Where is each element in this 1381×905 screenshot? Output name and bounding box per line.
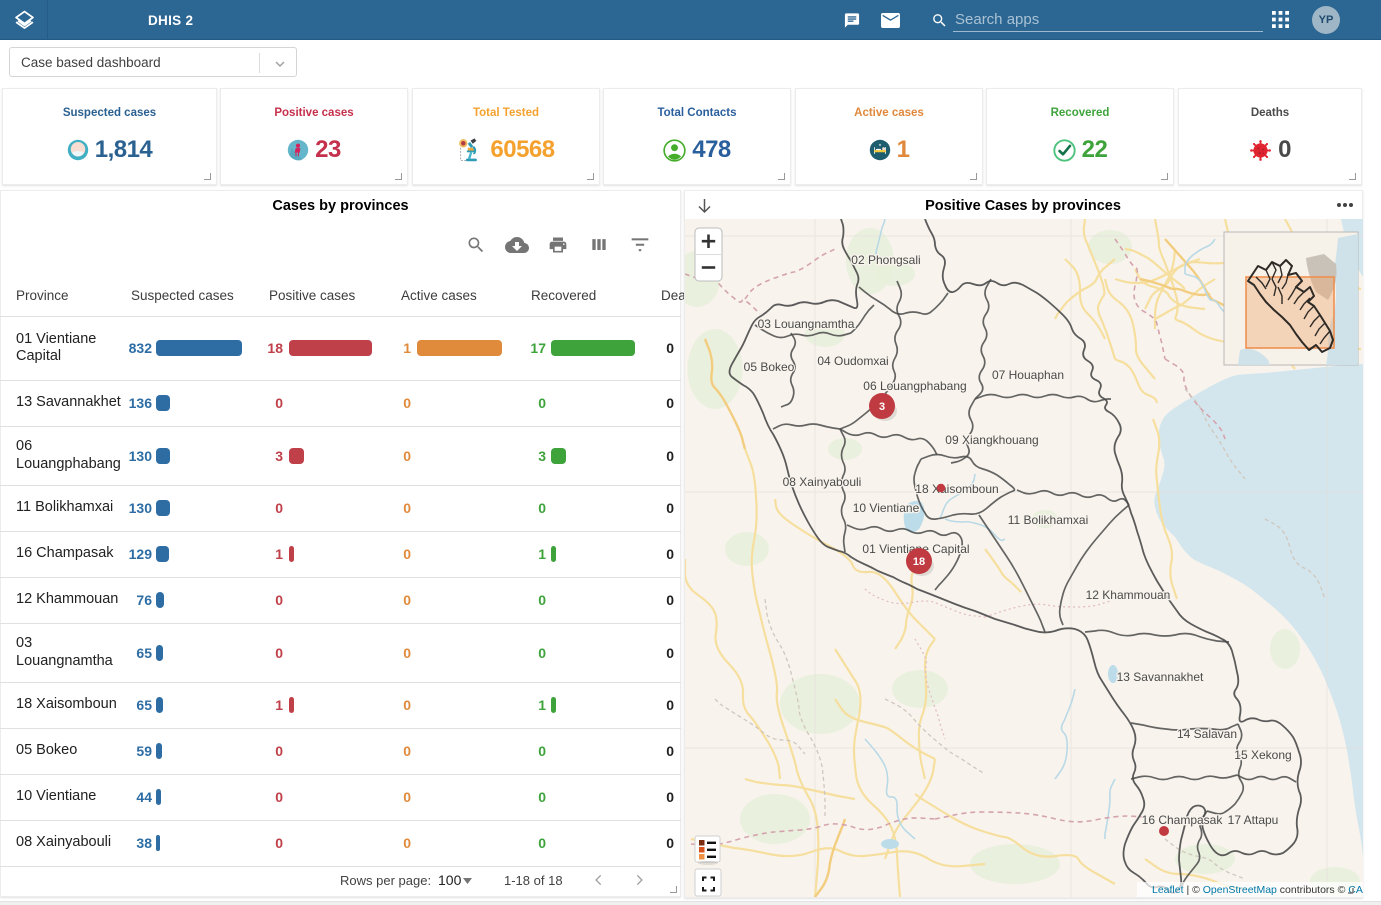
svg-text:11 Bolikhamxai: 11 Bolikhamxai — [1008, 513, 1088, 527]
svg-text:13 Savannakhet: 13 Savannakhet — [1117, 670, 1204, 684]
svg-text:16 Champasak: 16 Champasak — [1142, 813, 1224, 827]
svg-text:09 Xiangkhouang: 09 Xiangkhouang — [945, 433, 1038, 447]
svg-text:17 Attapu: 17 Attapu — [1228, 813, 1279, 827]
svg-text:15 Xekong: 15 Xekong — [1234, 748, 1291, 762]
svg-text:07 Houaphan: 07 Houaphan — [992, 368, 1064, 382]
svg-text:18: 18 — [913, 556, 925, 568]
svg-text:3: 3 — [879, 401, 885, 413]
svg-text:05 Bokeo: 05 Bokeo — [744, 360, 795, 374]
svg-text:02 Phongsali: 02 Phongsali — [851, 253, 920, 267]
svg-text:Leaflet | © OpenStreetMap cont: Leaflet | © OpenStreetMap contributors ©… — [1152, 884, 1363, 896]
svg-text:04 Oudomxai: 04 Oudomxai — [817, 354, 888, 368]
svg-text:18 Xaisomboun: 18 Xaisomboun — [915, 482, 998, 496]
svg-text:12 Khammouan: 12 Khammouan — [1086, 588, 1171, 602]
svg-text:08 Xainyabouli: 08 Xainyabouli — [783, 475, 862, 489]
svg-text:06 Louangphabang: 06 Louangphabang — [863, 379, 966, 393]
svg-text:03 Louangnamtha: 03 Louangnamtha — [758, 317, 855, 331]
svg-text:14 Salavan: 14 Salavan — [1177, 727, 1237, 741]
svg-text:10 Vientiane: 10 Vientiane — [853, 501, 920, 515]
